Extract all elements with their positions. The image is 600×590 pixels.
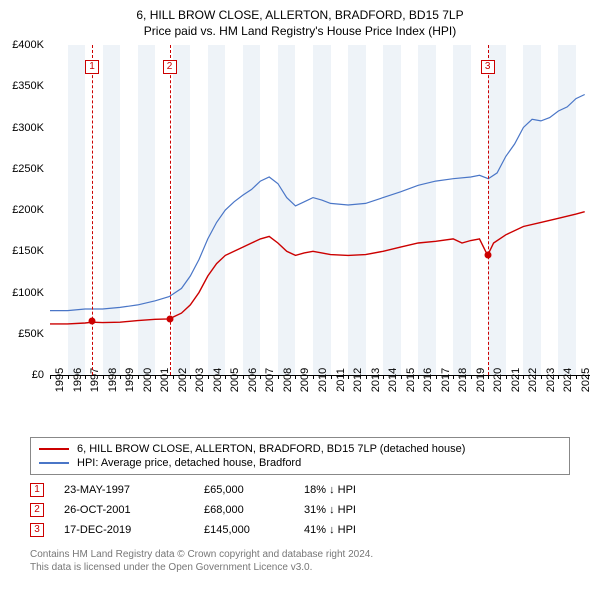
x-axis-label: 2017 [440, 368, 452, 392]
y-axis-label: £350K [12, 80, 44, 92]
legend-box: 6, HILL BROW CLOSE, ALLERTON, BRADFORD, … [30, 437, 570, 475]
x-axis-label: 2008 [282, 368, 294, 392]
sales-row: 1 23-MAY-1997£65,00018% ↓ HPI [30, 480, 404, 500]
x-axis-label: 1995 [54, 368, 66, 392]
y-axis-label: £150K [12, 245, 44, 257]
sales-marker-1: 1 [30, 483, 44, 497]
sales-date: 23-MAY-1997 [64, 484, 204, 496]
x-axis-label: 2016 [422, 368, 434, 392]
reference-label-2: 2 [163, 60, 177, 74]
x-axis-label: 2003 [194, 368, 206, 392]
x-axis-label: 2004 [212, 368, 224, 392]
y-axis-label: £400K [12, 39, 44, 51]
reference-dot-3 [484, 252, 491, 259]
y-axis-label: £300K [12, 122, 44, 134]
x-axis-label: 2000 [142, 368, 154, 392]
sales-date: 26-OCT-2001 [64, 504, 204, 516]
x-axis-label: 1996 [72, 368, 84, 392]
reference-line-2 [170, 45, 171, 375]
reference-dot-1 [89, 318, 96, 325]
sales-date: 17-DEC-2019 [64, 524, 204, 536]
x-axis-label: 2010 [317, 368, 329, 392]
sales-price: £68,000 [204, 504, 304, 516]
legend-swatch-hpi [39, 462, 69, 464]
series-line-hpi [50, 95, 585, 311]
legend-label-hpi: HPI: Average price, detached house, Brad… [77, 457, 301, 469]
legend-label-property: 6, HILL BROW CLOSE, ALLERTON, BRADFORD, … [77, 443, 465, 455]
x-axis-label: 2019 [475, 368, 487, 392]
chart-lines-svg [50, 45, 590, 375]
sales-diff: 41% ↓ HPI [304, 524, 404, 536]
x-axis-label: 2007 [264, 368, 276, 392]
chart-title-line1: 6, HILL BROW CLOSE, ALLERTON, BRADFORD, … [0, 0, 600, 22]
x-axis-label: 2020 [492, 368, 504, 392]
sales-marker-2: 2 [30, 503, 44, 517]
x-axis-label: 2012 [352, 368, 364, 392]
y-axis-label: £250K [12, 163, 44, 175]
sales-table: 1 23-MAY-1997£65,00018% ↓ HPI 2 26-OCT-2001… [30, 480, 404, 540]
sales-price: £145,000 [204, 524, 304, 536]
x-axis-label: 2006 [247, 368, 259, 392]
x-axis-label: 1998 [107, 368, 119, 392]
y-axis-label: £0 [32, 369, 44, 381]
reference-label-3: 3 [481, 60, 495, 74]
y-axis-label: £200K [12, 204, 44, 216]
x-axis-label: 2022 [527, 368, 539, 392]
x-axis-label: 2025 [580, 368, 592, 392]
x-axis-label: 2018 [457, 368, 469, 392]
reference-line-3 [488, 45, 489, 375]
legend-item-property: 6, HILL BROW CLOSE, ALLERTON, BRADFORD, … [39, 442, 561, 456]
sales-row: 2 26-OCT-2001£68,00031% ↓ HPI [30, 500, 404, 520]
chart-area: £0£50K£100K£150K£200K£250K£300K£350K£400… [50, 45, 590, 415]
x-axis-label: 2002 [177, 368, 189, 392]
x-axis-label: 2013 [370, 368, 382, 392]
x-axis-label: 1997 [89, 368, 101, 392]
sales-row: 3 17-DEC-2019£145,00041% ↓ HPI [30, 520, 404, 540]
sales-diff: 31% ↓ HPI [304, 504, 404, 516]
x-axis-label: 2005 [229, 368, 241, 392]
chart-title-line2: Price paid vs. HM Land Registry's House … [0, 22, 600, 38]
footer-line1: Contains HM Land Registry data © Crown c… [30, 548, 373, 561]
x-axis-label: 2024 [562, 368, 574, 392]
x-axis-label: 2011 [335, 368, 347, 392]
reference-label-1: 1 [85, 60, 99, 74]
reference-line-1 [92, 45, 93, 375]
reference-dot-2 [166, 315, 173, 322]
y-axis-label: £100K [12, 287, 44, 299]
sales-marker-3: 3 [30, 523, 44, 537]
sales-diff: 18% ↓ HPI [304, 484, 404, 496]
x-axis-label: 2015 [405, 368, 417, 392]
y-axis-label: £50K [18, 328, 44, 340]
sales-price: £65,000 [204, 484, 304, 496]
legend-swatch-property [39, 448, 69, 450]
x-axis-label: 2021 [510, 368, 522, 392]
x-axis-label: 2009 [299, 368, 311, 392]
x-axis-label: 2023 [545, 368, 557, 392]
legend-item-hpi: HPI: Average price, detached house, Brad… [39, 456, 561, 470]
chart-container: 6, HILL BROW CLOSE, ALLERTON, BRADFORD, … [0, 0, 600, 590]
footer-text: Contains HM Land Registry data © Crown c… [30, 548, 373, 574]
x-axis-label: 2014 [387, 368, 399, 392]
series-line-property [50, 212, 585, 324]
x-axis-label: 1999 [124, 368, 136, 392]
footer-line2: This data is licensed under the Open Gov… [30, 561, 373, 574]
